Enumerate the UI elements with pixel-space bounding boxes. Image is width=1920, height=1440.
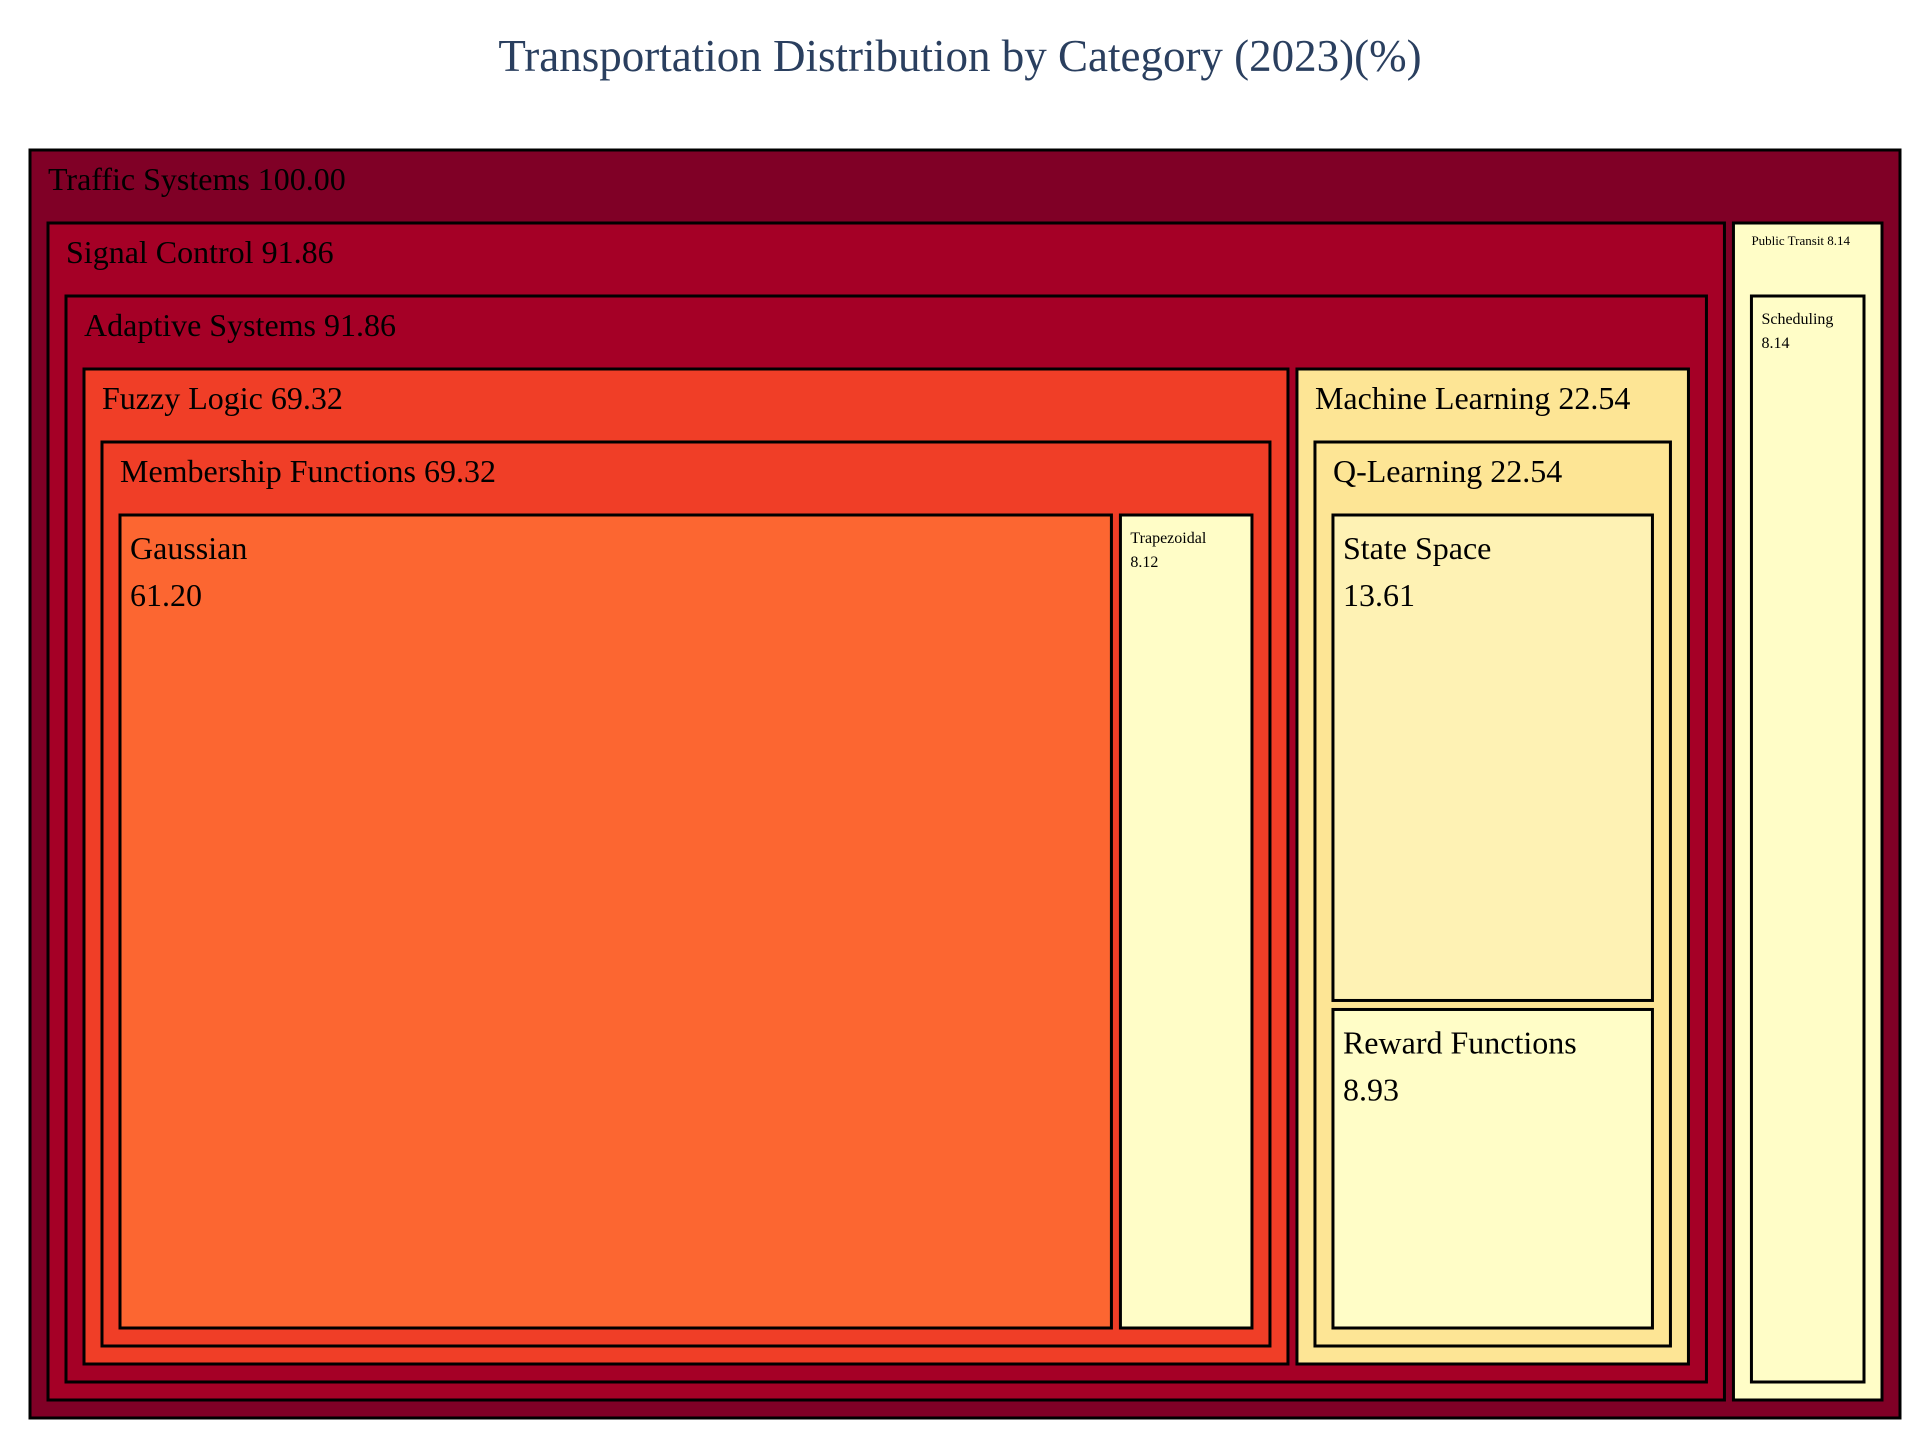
- treemap-label-public-transit: Public Transit 8.14: [1751, 233, 1850, 248]
- treemap-label-trapezoidal: Trapezoidal 8.12: [1130, 530, 1206, 571]
- treemap-label-q-learning: Q-Learning 22.54: [1333, 453, 1562, 489]
- treemap-label-signal-control: Signal Control 91.86: [66, 234, 334, 270]
- treemap-node-gaussian[interactable]: Gaussian 61.20: [118, 513, 1113, 1330]
- treemap-label-state-space: State Space 13.61: [1343, 530, 1491, 613]
- treemap-label-scheduling: Scheduling 8.14: [1761, 311, 1833, 352]
- treemap-node-reward-functions[interactable]: Reward Functions 8.93: [1331, 1007, 1654, 1330]
- treemap-rect-scheduling[interactable]: [1749, 294, 1866, 1384]
- treemap-node-state-space[interactable]: State Space 13.61: [1331, 513, 1654, 1002]
- treemap-node-scheduling[interactable]: Scheduling 8.14: [1749, 294, 1866, 1384]
- treemap-label-machine-learning: Machine Learning 22.54: [1315, 380, 1630, 416]
- treemap-label-gaussian: Gaussian 61.20: [130, 530, 247, 613]
- treemap-label-membership-functions: Membership Functions 69.32: [120, 453, 496, 489]
- treemap-node-trapezoidal[interactable]: Trapezoidal 8.12: [1118, 513, 1254, 1330]
- chart-title: Transportation Distribution by Category …: [498, 31, 1422, 81]
- treemap-rect-state-space[interactable]: [1331, 513, 1654, 1002]
- treemap-label-reward-functions: Reward Functions 8.93: [1343, 1024, 1577, 1107]
- treemap-label-traffic-systems: Traffic Systems 100.00: [48, 161, 346, 197]
- treemap-rect-reward-functions[interactable]: [1331, 1007, 1654, 1330]
- treemap-label-adaptive-systems: Adaptive Systems 91.86: [84, 307, 396, 343]
- treemap-rect-gaussian[interactable]: [118, 513, 1113, 1330]
- treemap-label-fuzzy-logic: Fuzzy Logic 69.32: [102, 380, 343, 416]
- treemap-rect-trapezoidal[interactable]: [1118, 513, 1254, 1330]
